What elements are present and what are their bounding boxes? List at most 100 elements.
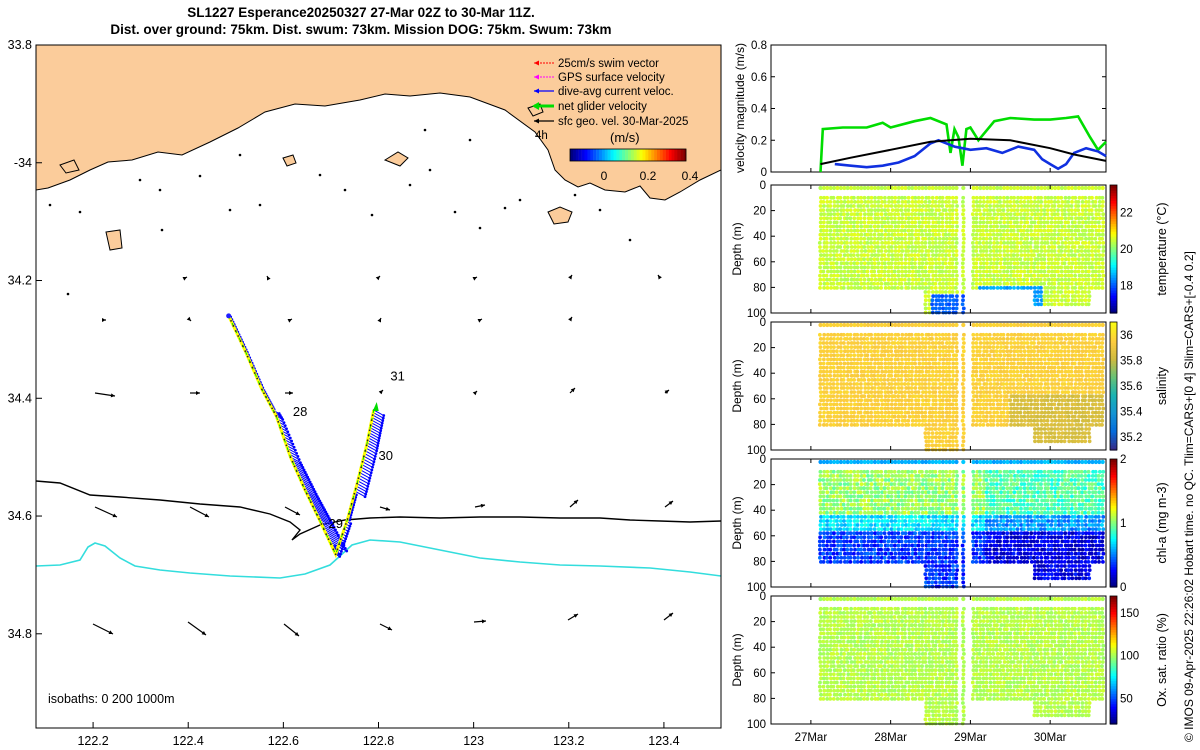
profile-dot: [1094, 232, 1099, 237]
profile-dot: [876, 378, 880, 382]
colorbar-tick: 0.4: [682, 169, 699, 183]
profile-dot: [916, 253, 921, 257]
profile-dot: [855, 394, 860, 399]
profile-dot: [862, 341, 867, 345]
track-fix: [341, 533, 344, 536]
profile-dot: [944, 212, 949, 217]
profile-dot: [1043, 373, 1047, 378]
profile-colorbar-segment: [1110, 322, 1117, 326]
profile-dot: [855, 418, 860, 423]
profile-dot: [832, 249, 836, 253]
profile-dot: [845, 236, 849, 241]
isobath-1000m: [36, 539, 721, 579]
profile-dot: [1026, 253, 1031, 257]
profile-dot: [1018, 386, 1023, 390]
profile-dot: [907, 406, 912, 411]
profile-dot: [985, 200, 990, 204]
profile-dot: [859, 232, 864, 237]
colorbar-segment: [570, 149, 574, 161]
profile-dot: [907, 353, 911, 358]
profile-dot: [876, 402, 881, 407]
profile-dot: [975, 418, 980, 423]
profile-dot: [1028, 406, 1033, 411]
profile-dot: [1070, 290, 1075, 294]
profile-dot: [825, 515, 830, 519]
profile-dot: [961, 398, 966, 403]
profile-dot: [975, 353, 979, 358]
profile-dot: [1005, 286, 1010, 290]
profile-dot: [992, 269, 996, 274]
profile-dot: [1067, 216, 1071, 221]
profile-dot: [856, 257, 861, 262]
profile-dot: [937, 378, 941, 382]
profile-dot: [880, 382, 884, 386]
profile-dot: [944, 236, 949, 241]
profile-dot: [842, 394, 847, 399]
profile-dot: [1004, 382, 1009, 386]
profile-dot: [1059, 341, 1064, 345]
profile-dot: [1015, 261, 1020, 266]
track-fix: [279, 426, 282, 429]
profile-dot: [852, 195, 856, 200]
profile-dot: [849, 220, 853, 225]
profile-dot: [900, 236, 904, 241]
profile-dot: [954, 406, 959, 411]
track-net-velocity: [228, 315, 375, 556]
profile-dot: [978, 185, 983, 191]
lon-tick-label: 122.2: [77, 734, 108, 748]
profile-dot: [893, 204, 898, 208]
profile-dot: [945, 357, 949, 362]
profile-dot: [937, 216, 941, 221]
profile-dot: [1032, 435, 1037, 440]
profile-dot: [1049, 286, 1054, 290]
profile-dot: [876, 265, 880, 270]
profile-dot: [835, 228, 840, 233]
profile-dot: [988, 410, 992, 415]
profile-dot: [910, 382, 915, 386]
profile-dot: [985, 261, 989, 266]
profile-dot: [937, 365, 942, 370]
profile-dot: [910, 353, 915, 358]
profile-dot: [914, 277, 919, 282]
profile-dot: [869, 249, 874, 253]
profile-dot: [1087, 228, 1092, 233]
profile-dot: [1043, 410, 1047, 415]
profile-dot: [849, 204, 853, 208]
profile-dot: [1022, 357, 1026, 362]
track-fix: [269, 403, 272, 406]
profile-dot: [1056, 369, 1061, 374]
profile-dot: [849, 386, 853, 390]
profile-dot: [1066, 265, 1070, 270]
depth-tick-label: 20: [753, 206, 766, 218]
profile-dot: [1019, 382, 1023, 386]
profile-dot: [910, 286, 915, 290]
profile-dot: [1087, 290, 1091, 294]
profile-dot: [1052, 378, 1057, 382]
profile-dot: [923, 269, 928, 274]
profile-dot: [845, 349, 850, 354]
profile-colorbar-segment: [1110, 243, 1117, 248]
profile-dot: [875, 398, 880, 403]
profile-dot: [1049, 290, 1054, 294]
profile-dot: [1015, 257, 1019, 262]
profile-dot: [900, 220, 904, 225]
profile-dot: [873, 195, 877, 200]
profile-dot: [1079, 402, 1084, 407]
profile-dot: [886, 357, 890, 362]
profile-dot: [974, 361, 979, 366]
profile-dot: [1080, 382, 1085, 386]
profile-dot: [839, 236, 844, 241]
profile-dot: [1090, 273, 1095, 278]
profile-dot: [1060, 241, 1065, 245]
profile-dot: [1016, 390, 1021, 394]
profile-dot: [981, 257, 986, 262]
profile-dot: [937, 224, 942, 229]
profile-dot: [1100, 349, 1105, 354]
profile-dot: [1039, 298, 1044, 303]
profile-dot: [1077, 257, 1081, 262]
profile-dot: [1060, 298, 1064, 303]
profile-dot: [947, 281, 952, 286]
depth-tick-label: 60: [753, 257, 766, 269]
profile-dot: [889, 373, 894, 378]
